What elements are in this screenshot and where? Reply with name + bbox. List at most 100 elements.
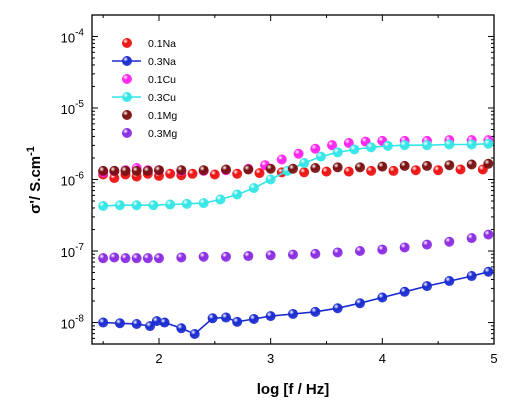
legend-item: 0.3Mg <box>122 128 177 140</box>
data-point <box>332 147 343 158</box>
data-point <box>366 165 377 176</box>
data-point <box>232 189 243 200</box>
data-point <box>466 159 477 170</box>
data-point <box>109 165 120 176</box>
data-point <box>327 140 338 151</box>
data-point <box>109 173 120 184</box>
legend-item: 0.1Mg <box>122 110 177 122</box>
legend-item: 0.1Cu <box>122 74 176 86</box>
data-point <box>165 199 176 210</box>
data-point <box>349 144 360 155</box>
data-point <box>265 250 276 261</box>
data-point <box>466 139 477 150</box>
x-tick-label: 5 <box>490 351 497 366</box>
data-point <box>198 165 209 176</box>
data-point <box>466 233 477 244</box>
legend-marker <box>122 128 132 138</box>
legend-label: 0.1Mg <box>148 110 177 122</box>
legend-label: 0.1Na <box>148 38 176 50</box>
data-point <box>209 169 220 180</box>
data-point <box>221 312 231 323</box>
data-point <box>310 143 321 154</box>
legend-label: 0.3Mg <box>148 128 177 140</box>
data-point <box>114 200 125 211</box>
data-point <box>243 164 254 175</box>
x-tick-label: 3 <box>267 351 274 366</box>
data-point <box>248 183 259 194</box>
data-point <box>444 276 455 287</box>
data-point <box>315 151 326 162</box>
data-point <box>293 148 304 159</box>
data-point <box>288 308 298 319</box>
legend-label: 0.1Cu <box>148 74 176 86</box>
y-tick-label: 10-7 <box>61 242 85 260</box>
data-point <box>165 168 176 179</box>
data-point <box>288 163 298 174</box>
x-tick-label: 4 <box>379 351 386 366</box>
data-point <box>377 292 388 303</box>
data-point <box>299 167 310 178</box>
data-point <box>187 168 198 179</box>
x-axis-title: log [f / Hz] <box>257 381 329 398</box>
data-point <box>265 311 276 322</box>
data-point <box>343 138 354 149</box>
data-point <box>483 229 494 240</box>
y-axis-title: σ'/ S.cm-1 <box>25 146 44 214</box>
data-point <box>221 164 231 175</box>
data-point <box>142 165 153 176</box>
y-tick-label: 10-5 <box>61 99 85 117</box>
data-point <box>377 244 388 255</box>
data-point <box>310 306 321 317</box>
data-point <box>410 165 421 176</box>
data-point <box>215 194 226 205</box>
legend-marker <box>122 74 132 84</box>
data-point <box>366 142 377 153</box>
data-point <box>332 303 343 314</box>
data-point <box>299 158 310 169</box>
data-point <box>151 316 162 327</box>
data-point <box>232 168 243 179</box>
data-point <box>176 165 187 176</box>
data-point <box>198 198 209 209</box>
data-point <box>422 239 432 250</box>
legend-label: 0.3Na <box>148 56 176 68</box>
data-point <box>388 165 399 176</box>
data-point <box>433 165 444 176</box>
series-0.3Cu <box>98 138 494 211</box>
data-point <box>355 298 365 309</box>
data-point <box>131 318 142 329</box>
data-point <box>444 160 455 171</box>
y-tick-label: 10-4 <box>61 27 85 45</box>
data-point <box>154 253 164 264</box>
data-point <box>355 162 365 173</box>
data-point <box>120 253 131 264</box>
data-point <box>221 251 231 262</box>
data-point <box>355 246 365 257</box>
y-axis: 10-8 10-7 10-6 10-5 10-4 <box>61 27 494 339</box>
data-point <box>310 248 321 259</box>
data-point <box>159 317 170 328</box>
legend-item: 0.1Na <box>122 38 176 50</box>
series-0.1Mg <box>98 158 494 176</box>
data-point <box>114 318 125 329</box>
legend-marker <box>122 56 132 66</box>
data-point <box>310 163 321 174</box>
data-point <box>444 236 455 247</box>
data-point <box>444 139 455 150</box>
legend-item: 0.3Cu <box>112 92 176 104</box>
data-point <box>332 162 343 173</box>
data-point <box>288 249 298 260</box>
data-point <box>207 313 218 324</box>
data-point <box>131 253 142 264</box>
data-point <box>399 140 410 151</box>
series-layer <box>98 135 494 339</box>
data-point <box>148 200 159 211</box>
data-point <box>232 316 243 327</box>
data-point <box>198 251 209 262</box>
data-point <box>422 160 432 171</box>
x-tick-label: 2 <box>155 351 162 366</box>
data-point <box>248 313 259 324</box>
data-point <box>377 161 388 172</box>
